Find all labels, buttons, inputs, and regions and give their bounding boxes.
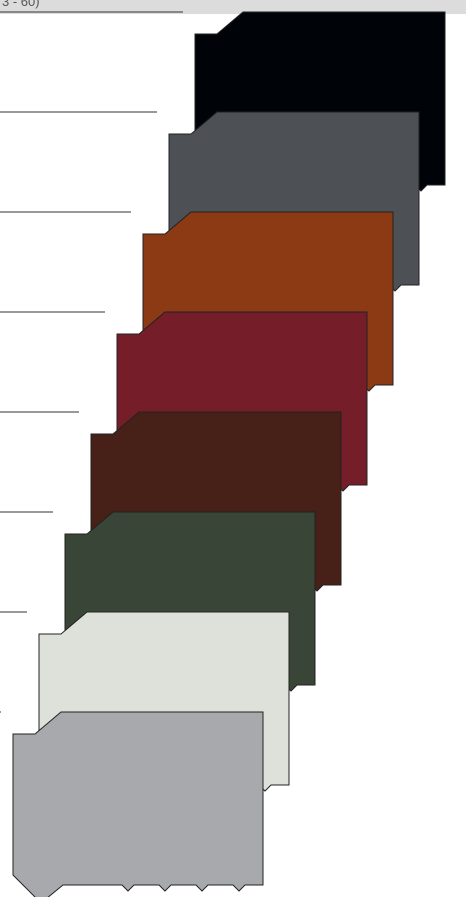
top-band <box>0 0 466 14</box>
sheet-silver <box>12 711 264 897</box>
caption-text: 3 - 60) <box>2 0 40 9</box>
swatch-silver <box>0 711 264 897</box>
